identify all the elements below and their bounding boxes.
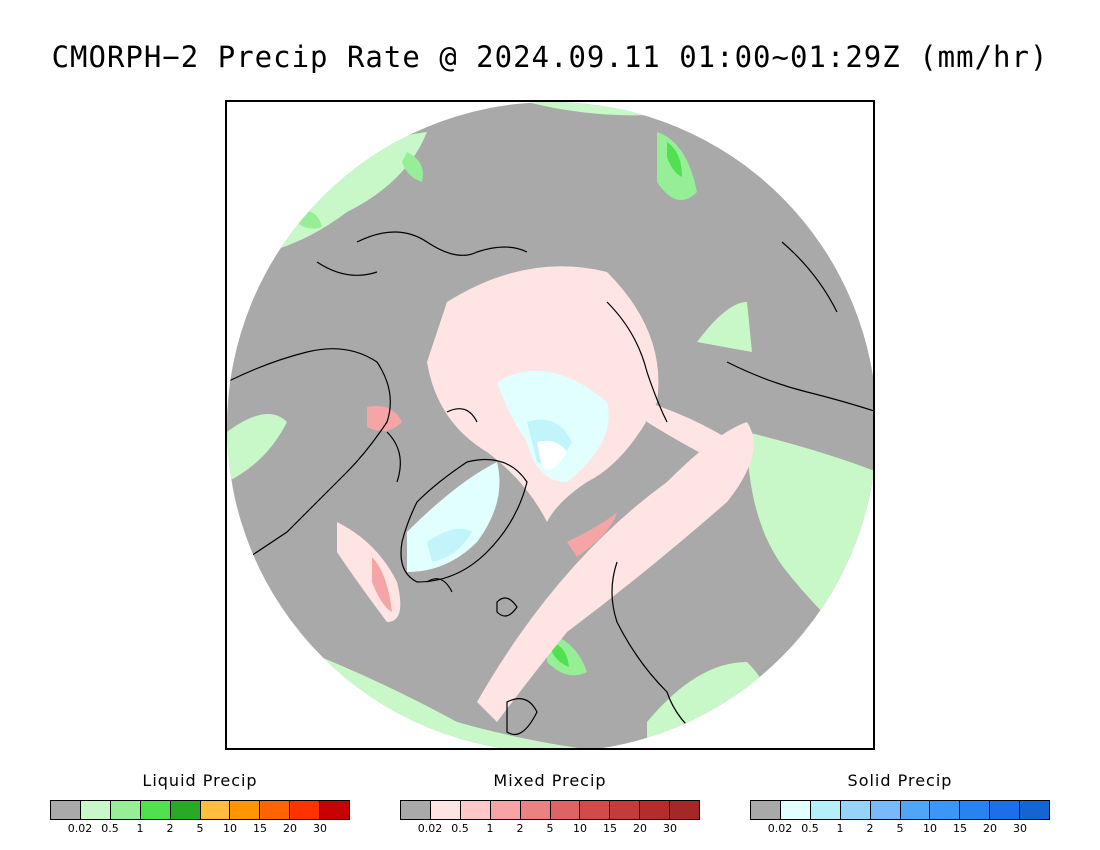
- legend-title: Liquid Precip: [142, 771, 258, 790]
- map-title: CMORPH−2 Precip Rate @ 2024.09.11 01:00~…: [51, 40, 1049, 74]
- legend-swatch: [670, 801, 700, 819]
- color-bar: [50, 800, 350, 820]
- legend-liquid: Liquid Precip 0.02 0.5 1 2 5 10 15 20 30: [50, 770, 350, 836]
- legend-tick-label: 0.02: [767, 822, 793, 835]
- legend-tick-label: 10: [923, 822, 937, 835]
- legend-tick-label: 0.02: [67, 822, 93, 835]
- legend-swatch: [490, 801, 521, 819]
- color-bar: [750, 800, 1050, 820]
- legend-swatch: [401, 801, 431, 819]
- legend-tick-label: 2: [516, 822, 524, 835]
- legend-tick-label: 10: [223, 822, 237, 835]
- legend-swatch: [430, 801, 461, 819]
- legend-swatch: [640, 801, 671, 819]
- legend-swatch: [320, 801, 350, 819]
- polar-map-canvas: [227, 102, 873, 748]
- legend-tick-label: 1: [136, 822, 144, 835]
- legend-tick-label: 30: [1013, 822, 1027, 835]
- coastlines: [227, 141, 873, 743]
- legend-swatch: [610, 801, 641, 819]
- legend-tick-label: 20: [283, 822, 297, 835]
- legend-swatch: [990, 801, 1021, 819]
- legend-swatch: [140, 801, 171, 819]
- legend-tick-label: 15: [953, 822, 967, 835]
- legend-swatch: [930, 801, 961, 819]
- legend-mixed: Mixed Precip 0.02 0.5 1 2 5 10 15 20 30: [400, 770, 700, 836]
- legend-swatch: [1020, 801, 1050, 819]
- legend-tick-label: 2: [866, 822, 874, 835]
- legend-swatch: [520, 801, 551, 819]
- legend-tick-label: 30: [663, 822, 677, 835]
- legend-tick-label: 0.5: [101, 822, 119, 835]
- map-disc: [227, 102, 873, 748]
- legend-swatch: [290, 801, 321, 819]
- legend-swatch: [870, 801, 901, 819]
- precip-map: [225, 100, 875, 750]
- legend-tick-label: 10: [573, 822, 587, 835]
- legend-swatch: [460, 801, 491, 819]
- legend-swatch: [110, 801, 141, 819]
- legend-tick-label: 1: [836, 822, 844, 835]
- legend-swatch: [200, 801, 231, 819]
- liquid-precip-heavy: [552, 142, 682, 667]
- legend-tick-label: 20: [983, 822, 997, 835]
- legend-solid: Solid Precip 0.02 0.5 1 2 5 10 15 20 30: [750, 770, 1050, 836]
- legend-tick-label: 5: [546, 822, 554, 835]
- mixed-precip-moderate: [367, 406, 617, 612]
- legend-swatch: [840, 801, 871, 819]
- legend-swatch: [580, 801, 611, 819]
- legend-swatch: [900, 801, 931, 819]
- legend-tick-label: 1: [486, 822, 494, 835]
- tick-labels: 0.02 0.5 1 2 5 10 15 20 30: [750, 820, 1050, 836]
- legend-tick-label: 0.02: [417, 822, 443, 835]
- legend-swatch: [51, 801, 81, 819]
- color-bar: [400, 800, 700, 820]
- legend-title: Solid Precip: [847, 771, 953, 790]
- legend-tick-label: 15: [253, 822, 267, 835]
- legend-swatch: [780, 801, 811, 819]
- legend-swatch: [230, 801, 261, 819]
- legend-swatch: [960, 801, 991, 819]
- legend-swatch: [260, 801, 291, 819]
- legend-title: Mixed Precip: [493, 771, 607, 790]
- tick-labels: 0.02 0.5 1 2 5 10 15 20 30: [400, 820, 700, 836]
- legend-swatch: [550, 801, 581, 819]
- pole-snow-core: [537, 440, 567, 470]
- legend-swatch: [751, 801, 781, 819]
- legend-tick-label: 20: [633, 822, 647, 835]
- legend-swatch: [170, 801, 201, 819]
- legend-tick-label: 5: [196, 822, 204, 835]
- legend-tick-label: 2: [166, 822, 174, 835]
- legend-tick-label: 15: [603, 822, 617, 835]
- legend-tick-label: 0.5: [451, 822, 469, 835]
- legend-swatch: [80, 801, 111, 819]
- legend-swatch: [810, 801, 841, 819]
- tick-labels: 0.02 0.5 1 2 5 10 15 20 30: [50, 820, 350, 836]
- legend-tick-label: 30: [313, 822, 327, 835]
- legend-tick-label: 0.5: [801, 822, 819, 835]
- legend-tick-label: 5: [896, 822, 904, 835]
